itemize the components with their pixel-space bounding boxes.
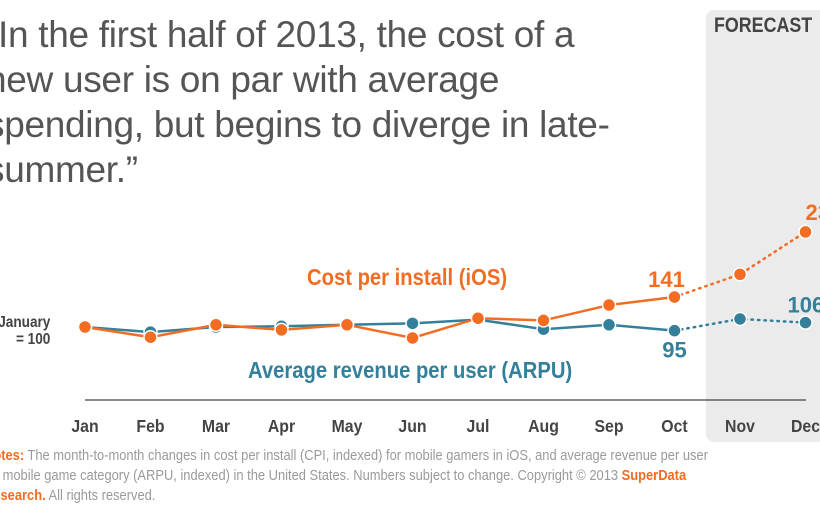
quote-line: spending, but begins to diverge in late-	[0, 104, 610, 145]
brand-name: SuperData	[621, 467, 687, 484]
data-point	[798, 315, 813, 330]
quote-text: “In the first half of 2013, the cost of …	[0, 12, 610, 192]
quote-line: new user is on par with average	[0, 59, 500, 100]
baseline-label-line: = 100	[15, 331, 51, 348]
data-point	[667, 323, 682, 338]
data-point	[732, 311, 748, 327]
notes-text: All rights reserved.	[45, 487, 156, 504]
series-name-label: Average revenue per user (ARPU)	[248, 357, 572, 384]
data-point	[732, 267, 748, 282]
data-point	[77, 319, 93, 335]
series-line	[84, 318, 675, 334]
x-tick-label: Feb	[136, 416, 164, 436]
brand-name: Research.	[0, 487, 46, 504]
data-point	[601, 317, 617, 333]
x-tick-label: Nov	[725, 416, 755, 436]
x-tick-label: Jun	[398, 416, 426, 436]
x-tick-label: Jul	[467, 416, 490, 436]
notes-label: Notes:	[0, 447, 25, 464]
notes: Notes: The month-to-month changes in cos…	[0, 446, 708, 506]
data-label: 141	[648, 267, 685, 292]
data-point	[470, 310, 486, 326]
quote-line: summer.”	[0, 149, 138, 190]
x-tick-label: Dec	[791, 416, 820, 436]
data-label: 106	[788, 293, 820, 318]
x-tick-label: Mar	[202, 416, 231, 436]
baseline-label: January = 100	[0, 314, 50, 348]
series-name-label: Cost per install (iOS)	[307, 264, 507, 291]
data-point	[536, 313, 551, 328]
data-point	[601, 297, 617, 313]
x-tick-label: Sep	[594, 416, 623, 436]
data-point	[798, 224, 813, 240]
notes-text: for mobile game category (ARPU, indexed)…	[0, 467, 622, 484]
forecast-label: FORECAST	[714, 14, 813, 37]
data-point	[208, 317, 224, 333]
data-point	[405, 330, 420, 346]
data-point	[405, 316, 420, 331]
notes-text: The month-to-month changes in cost per i…	[24, 447, 708, 464]
data-point	[339, 317, 355, 333]
x-tick-label: Oct	[661, 416, 688, 436]
x-tick-label: Apr	[268, 416, 296, 436]
quote-line: “In the first half of 2013, the cost of …	[0, 14, 575, 55]
data-label: 230	[806, 200, 820, 225]
series-line	[84, 295, 675, 340]
x-tick-label: Aug	[528, 416, 559, 436]
data-point	[143, 329, 158, 345]
forecast-panel	[706, 10, 820, 442]
x-tick-label: May	[332, 416, 363, 436]
baseline-label-line: January	[0, 314, 50, 331]
data-point	[274, 322, 289, 338]
data-label: 95	[662, 338, 686, 363]
data-point	[667, 289, 682, 305]
forecast-line	[673, 230, 807, 299]
x-tick-label: Jan	[71, 416, 98, 436]
